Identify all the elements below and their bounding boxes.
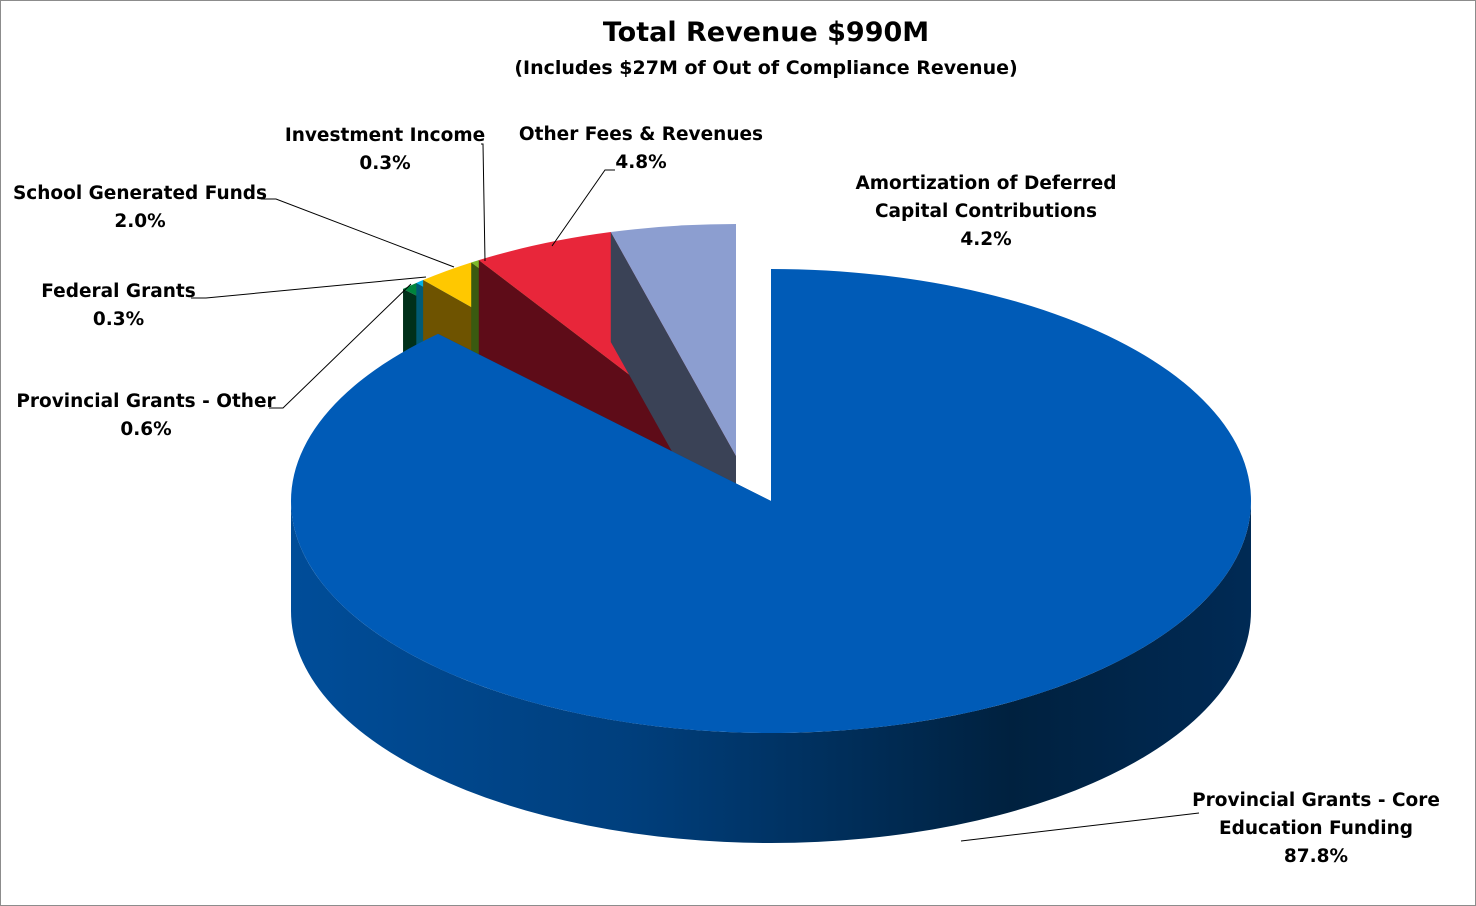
chart-subtitle: (Includes $27M of Out of Compliance Reve… (514, 57, 1018, 79)
pie-slice-0 (290, 269, 1252, 843)
label-federal: Federal Grants 0.3% (41, 281, 196, 330)
slice-top-face (610, 224, 736, 456)
leader-line-federal (191, 276, 427, 299)
leader-line-prov-other (269, 283, 412, 409)
slice-outer-wall (291, 501, 1251, 843)
label-provincial-other: Provincial Grants - Other 0.6% (16, 391, 276, 440)
leader-line-investment (481, 143, 486, 262)
label-investment: Investment Income 0.3% (284, 125, 486, 174)
leader-line-otherfees (551, 169, 615, 247)
label-other-fees: Other Fees & Revenues 4.8% (518, 124, 764, 173)
leader-lines (191, 143, 1200, 842)
chart-title: Total Revenue $990M (602, 17, 930, 48)
slice-top-face (290, 269, 1252, 733)
leader-line-school (261, 198, 455, 268)
leader-line-core (960, 812, 1200, 842)
label-amortization: Amortization of Deferred Capital Contrib… (855, 173, 1117, 250)
label-school: School Generated Funds 2.0% (12, 183, 268, 232)
label-core: Provincial Grants - Core Education Fundi… (1192, 790, 1440, 867)
